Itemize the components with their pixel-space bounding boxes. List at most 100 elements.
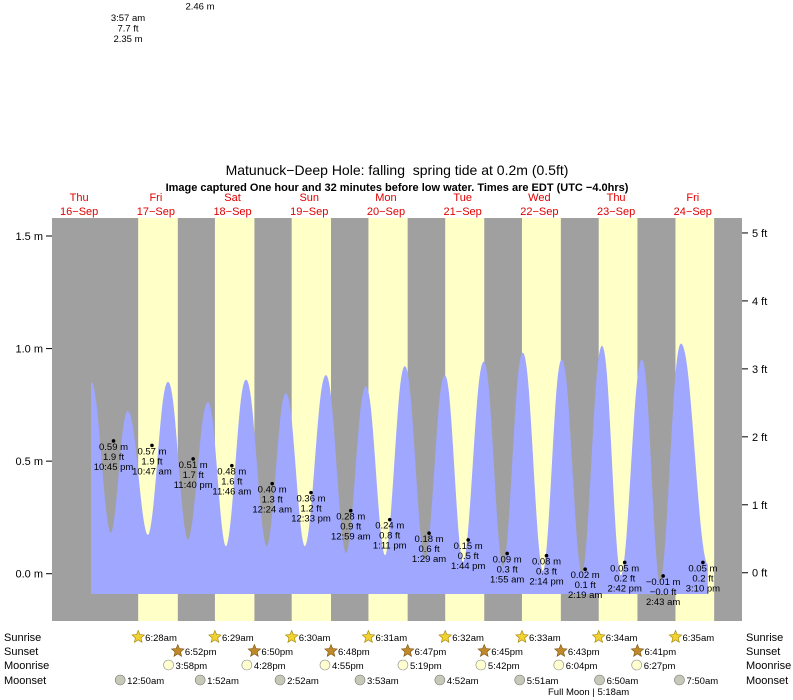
almanac-time: 6:50pm: [261, 647, 293, 658]
tide-height-m: 0.59 m: [99, 442, 128, 453]
tide-height-m: 0.15 m: [454, 541, 483, 552]
day-date: 23−Sep: [597, 206, 635, 218]
tide-height-m: 0.18 m: [415, 534, 444, 545]
tide-height-m: 0.48 m: [217, 467, 246, 478]
tide-point: [661, 574, 665, 578]
tide-time: 1:29 am: [412, 554, 446, 565]
day-date: 21−Sep: [444, 206, 482, 218]
tide-height-m: 0.28 m: [336, 512, 365, 523]
moonset-icon: [114, 674, 126, 686]
clipped-tide-label: 2.46 m: [185, 2, 214, 13]
y2-tick-label: 0 ft: [752, 568, 767, 580]
almanac-time: 3:58pm: [176, 661, 208, 672]
tide-height-m: 0.51 m: [179, 460, 208, 471]
tide-height-m: 0.09 m: [493, 554, 522, 565]
y-tick-label: 0.5 m: [15, 456, 43, 468]
y-tick-label: 0.0 m: [15, 569, 43, 581]
tide-height-ft: 1.7 ft: [183, 470, 204, 481]
tide-height-ft: 1.3 ft: [262, 495, 283, 506]
tide-height-ft: 0.3 ft: [536, 567, 557, 578]
day-name: Thu: [70, 192, 89, 204]
almanac-time: 6:34am: [606, 633, 638, 644]
day-date: 17−Sep: [137, 206, 175, 218]
day-name: Sat: [224, 192, 241, 204]
tide-height-ft: 0.9 ft: [340, 522, 361, 533]
tide-point: [150, 443, 154, 448]
almanac-time: 3:53am: [367, 676, 399, 687]
tide-time: 10:45 pm: [94, 462, 134, 473]
almanac-row-label-right: Sunrise: [746, 632, 783, 644]
tide-time: 2:42 pm: [608, 583, 642, 594]
day-date: 19−Sep: [290, 206, 328, 218]
tide-point: [270, 481, 274, 486]
tide-point: [701, 560, 705, 565]
almanac-time: 6:48pm: [338, 647, 370, 658]
tide-height-m: 0.08 m: [532, 557, 561, 568]
almanac-row-label: Sunrise: [4, 632, 41, 644]
tide-height-m: 0.57 m: [137, 446, 166, 457]
almanac-time: 5:42pm: [488, 661, 520, 672]
almanac-time: 6:33am: [529, 633, 561, 644]
tide-height-ft: 1.6 ft: [221, 477, 242, 488]
almanac-time: 6:31am: [375, 633, 407, 644]
almanac-time: 5:51am: [527, 676, 559, 687]
tide-point: [111, 439, 116, 443]
almanac-row-label: Sunset: [4, 646, 38, 658]
day-name: Fri: [149, 192, 162, 204]
clipped-tide-label: 8.1 ft: [189, 0, 210, 2]
moonset-icon: [514, 674, 526, 686]
moonrise-icon: [475, 659, 487, 671]
moonset-icon: [194, 674, 206, 686]
tide-height-ft: −0.0 ft: [650, 587, 677, 598]
almanac-time: 4:55pm: [332, 661, 364, 672]
moonrise-icon: [397, 659, 409, 671]
almanac-time: 7:50am: [686, 676, 718, 687]
tide-height-ft: 0.6 ft: [418, 544, 439, 555]
tide-height-m: 0.40 m: [258, 485, 287, 496]
y2-tick-label: 1 ft: [752, 500, 767, 512]
tide-point: [505, 551, 509, 556]
sunset-icon: [247, 643, 262, 657]
tide-time: 11:46 am: [212, 487, 251, 498]
tide-curve: [90, 343, 709, 584]
tide-point: [622, 560, 627, 565]
tide-time: 2:43 am: [646, 597, 680, 608]
almanac-time: 4:52am: [447, 676, 479, 687]
day-name: Fri: [686, 192, 699, 204]
day-date: 18−Sep: [213, 206, 251, 218]
tide-height-ft: 0.8 ft: [379, 531, 400, 542]
tide-time: 2:19 am: [568, 590, 602, 601]
day-name: Wed: [528, 192, 550, 204]
moon-phase: Full Moon | 5:18am: [548, 687, 629, 698]
tide-height-ft: 0.3 ft: [497, 564, 518, 575]
tide-time: 12:33 pm: [291, 514, 331, 525]
almanac-time: 4:28pm: [254, 661, 286, 672]
day-name: Sun: [299, 192, 319, 204]
almanac-time: 5:19pm: [410, 661, 442, 672]
clipped-tide-label: 2.35 m: [113, 34, 142, 45]
sunset-icon: [630, 643, 645, 657]
tide-point: [427, 531, 431, 535]
day-date: 22−Sep: [520, 206, 558, 218]
moonrise-icon: [163, 659, 174, 671]
tide-time: 1:11 pm: [373, 541, 407, 552]
almanac-row-label: Moonset: [4, 675, 46, 687]
clipped-tide-label: 7.7 ft: [117, 24, 138, 35]
y2-tick-label: 2 ft: [752, 432, 767, 444]
tide-point: [348, 508, 353, 513]
tide-point: [583, 567, 587, 572]
chart-subtitle: Image captured One hour and 32 minutes b…: [166, 182, 629, 194]
sunrise-icon: [515, 629, 529, 643]
tide-time: 2:14 pm: [529, 577, 563, 588]
tide-time: 1:44 pm: [451, 561, 485, 572]
sunset-icon: [553, 643, 568, 657]
tide-height-ft: 1.2 ft: [300, 504, 321, 515]
tide-height-ft: 0.2 ft: [614, 573, 635, 584]
day-name: Thu: [607, 192, 626, 204]
tide-area-fill: [90, 344, 708, 594]
tide-height-m: 0.36 m: [297, 494, 326, 505]
day-name: Tue: [453, 192, 472, 204]
tide-time: 1:55 am: [490, 574, 524, 585]
almanac-row-label-right: Moonset: [746, 675, 788, 687]
